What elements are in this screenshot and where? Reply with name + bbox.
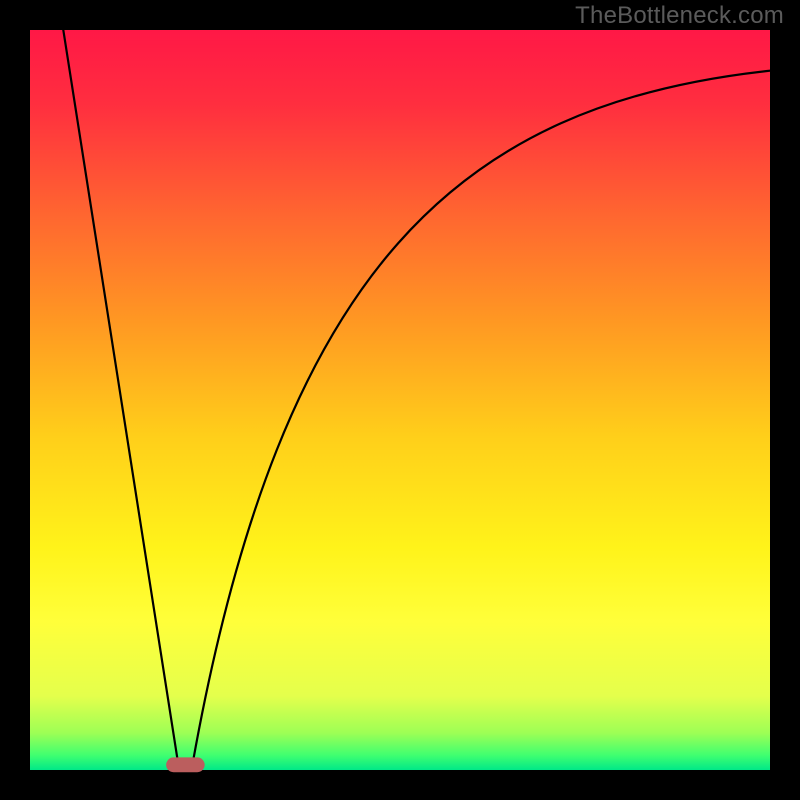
watermark-text: TheBottleneck.com <box>575 2 784 30</box>
gradient-background <box>30 30 770 770</box>
optimum-marker <box>166 757 204 772</box>
chart-frame: TheBottleneck.com <box>0 0 800 800</box>
bottleneck-curve-chart <box>0 0 800 800</box>
